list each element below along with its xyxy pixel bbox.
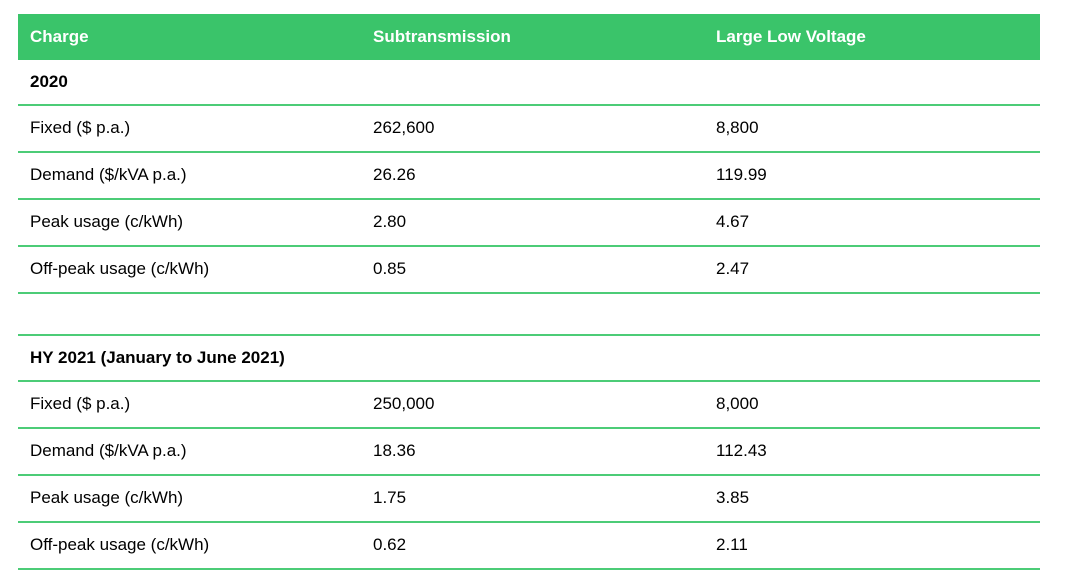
charge-label: Demand ($/kVA p.a.) [30, 441, 187, 461]
table-row: Fixed ($ p.a.) 250,000 8,000 [18, 382, 1040, 429]
large-low-voltage-value: 8,000 [716, 394, 759, 414]
section-header-hy-2021: HY 2021 (January to June 2021) [18, 336, 1040, 382]
section-title: HY 2021 (January to June 2021) [30, 347, 285, 367]
charge-label: Fixed ($ p.a.) [30, 394, 131, 414]
large-low-voltage-value: 4.67 [716, 212, 750, 232]
large-low-voltage-value: 2.47 [716, 259, 750, 279]
large-low-voltage-value: 112.43 [716, 441, 767, 461]
column-header-large-low-voltage: Large Low Voltage [716, 26, 866, 46]
column-header-charge: Charge [30, 26, 89, 46]
table-header-row: Charge Subtransmission Large Low Voltage [18, 14, 1040, 60]
large-low-voltage-value: 3.85 [716, 488, 750, 508]
charge-label: Off-peak usage (c/kWh) [30, 535, 210, 555]
charge-label: Peak usage (c/kWh) [30, 488, 184, 508]
charge-label: Demand ($/kVA p.a.) [30, 165, 187, 185]
table-row: Peak usage (c/kWh) 1.75 3.85 [18, 476, 1040, 523]
section-spacer [18, 294, 1040, 336]
large-low-voltage-value: 8,800 [716, 118, 759, 138]
charge-label: Peak usage (c/kWh) [30, 212, 184, 232]
large-low-voltage-value: 2.11 [716, 535, 748, 555]
network-charges-table: Charge Subtransmission Large Low Voltage… [18, 14, 1040, 570]
table-row: Off-peak usage (c/kWh) 0.85 2.47 [18, 247, 1040, 294]
subtransmission-value: 0.62 [373, 535, 407, 555]
subtransmission-value: 262,600 [373, 118, 435, 138]
charge-label: Off-peak usage (c/kWh) [30, 259, 210, 279]
subtransmission-value: 26.26 [373, 165, 416, 185]
column-header-subtransmission: Subtransmission [373, 26, 511, 46]
table-row: Fixed ($ p.a.) 262,600 8,800 [18, 106, 1040, 153]
table-row: Off-peak usage (c/kWh) 0.62 2.11 [18, 523, 1040, 570]
section-header-2020: 2020 [18, 60, 1040, 106]
table-row: Demand ($/kVA p.a.) 18.36 112.43 [18, 429, 1040, 476]
subtransmission-value: 250,000 [373, 394, 435, 414]
subtransmission-value: 1.75 [373, 488, 407, 508]
table-row: Peak usage (c/kWh) 2.80 4.67 [18, 200, 1040, 247]
subtransmission-value: 2.80 [373, 212, 407, 232]
charge-label: Fixed ($ p.a.) [30, 118, 131, 138]
subtransmission-value: 18.36 [373, 441, 416, 461]
section-title: 2020 [30, 71, 68, 91]
large-low-voltage-value: 119.99 [716, 165, 767, 185]
table-row: Demand ($/kVA p.a.) 26.26 119.99 [18, 153, 1040, 200]
subtransmission-value: 0.85 [373, 259, 407, 279]
